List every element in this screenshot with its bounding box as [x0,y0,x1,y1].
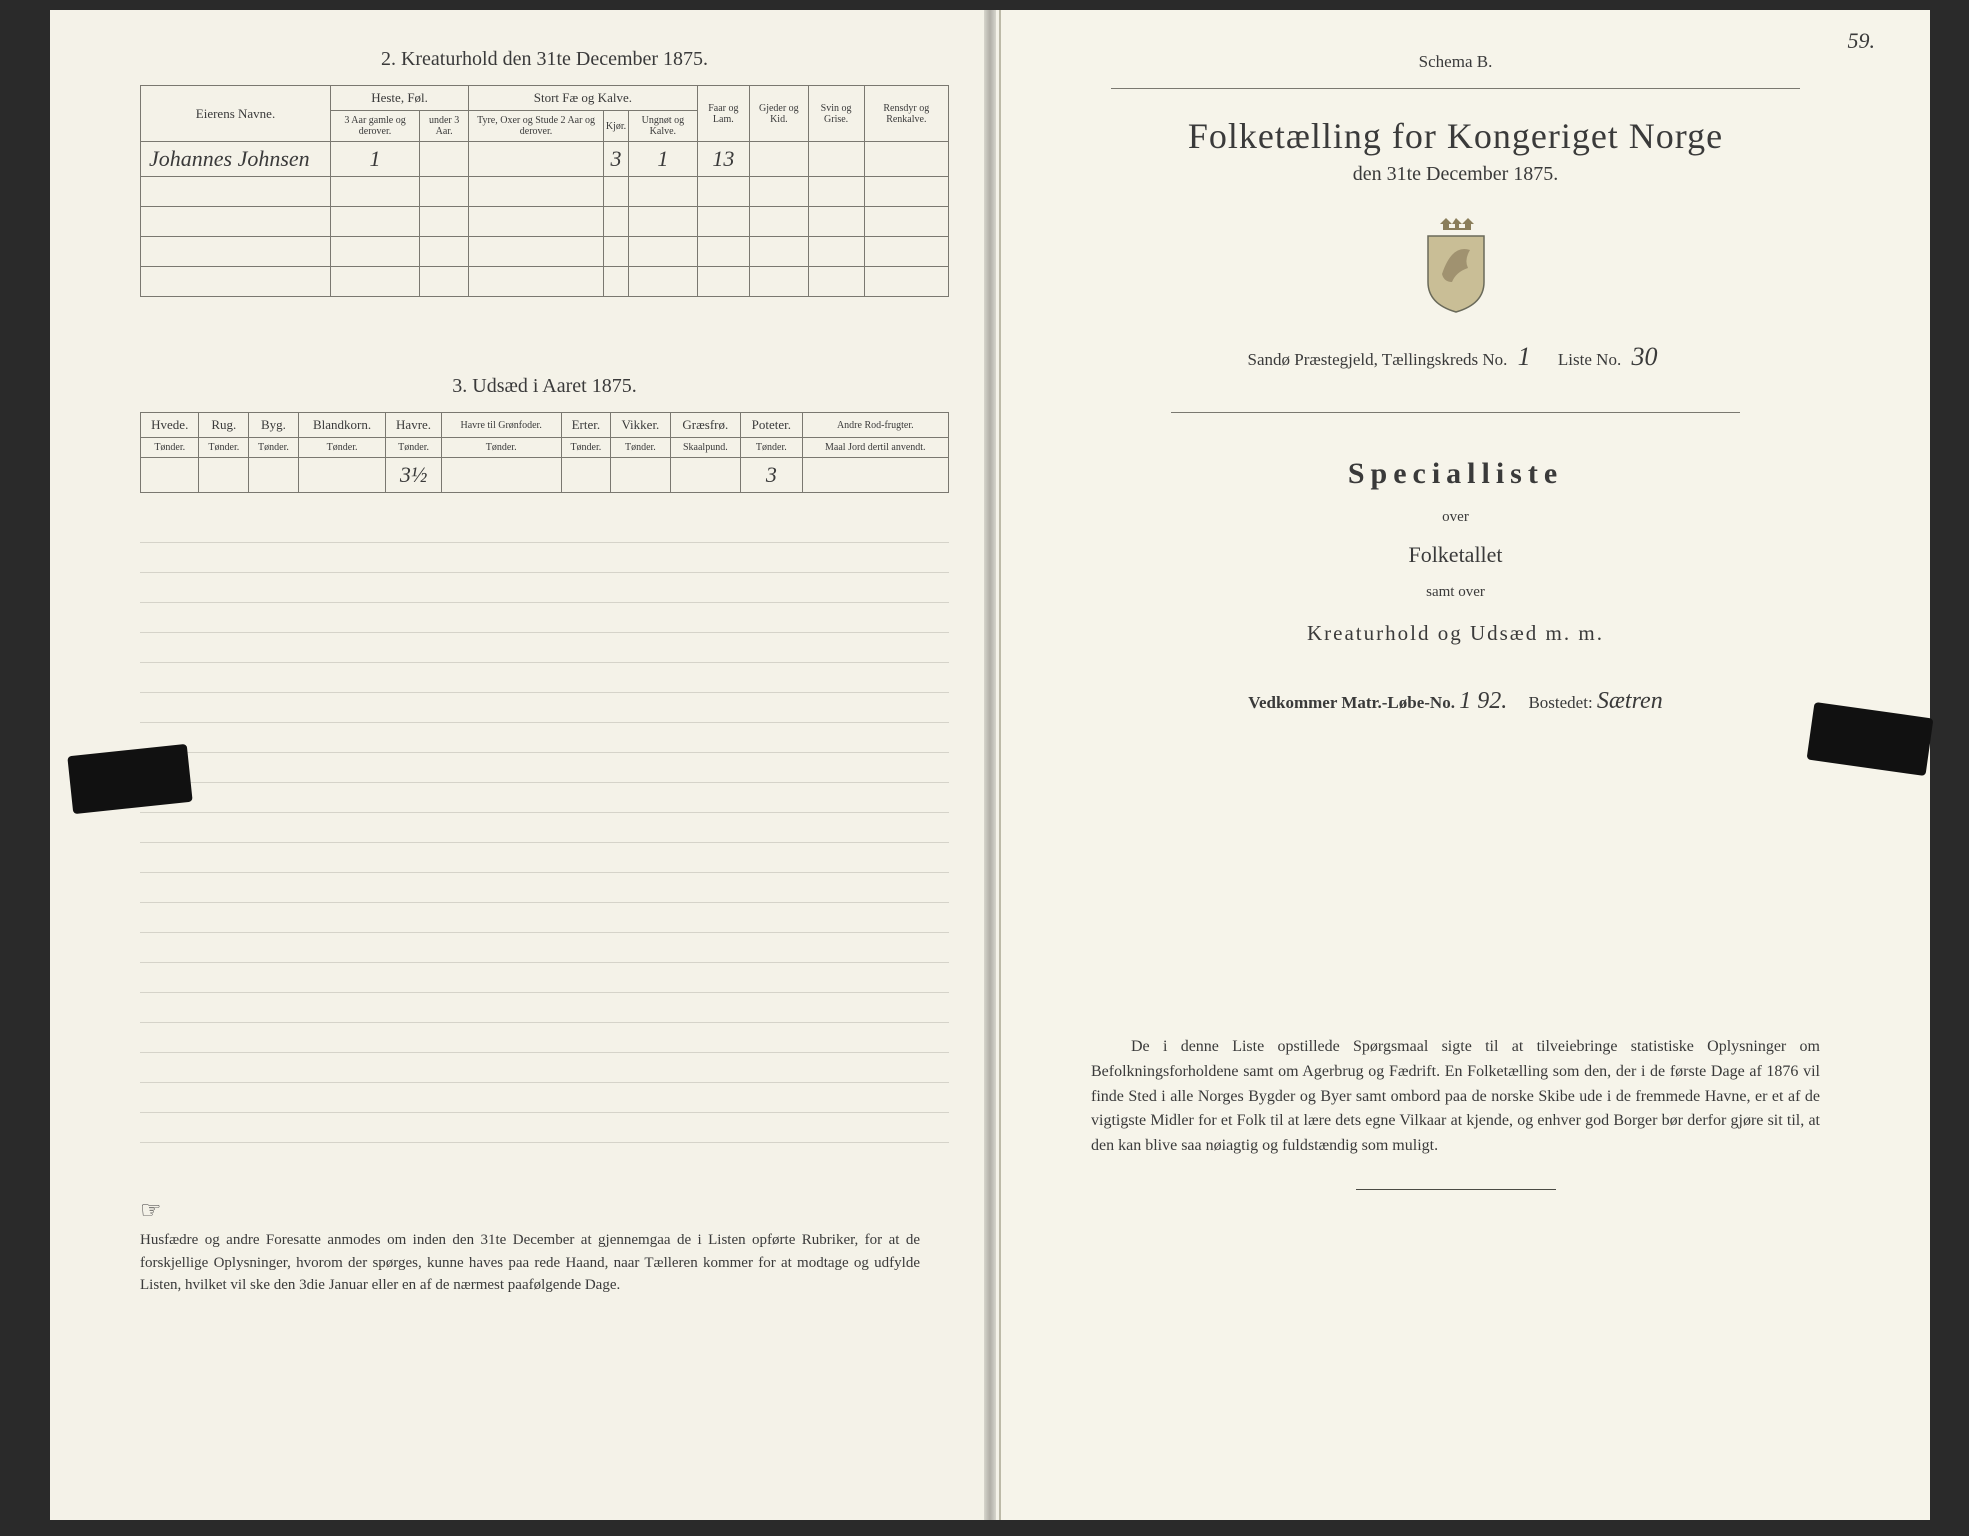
unit-tonder: Tønder. [741,438,802,458]
table-row [141,237,949,267]
col-hvede: Hvede. [141,413,199,438]
folketallet-label: Folketallet [1051,542,1860,568]
spacer [1051,775,1860,1035]
unit-maal: Maal Jord dertil anvendt. [802,438,948,458]
vedk-a: Vedkommer Matr.-Løbe-No. [1248,693,1455,712]
col-horses-group: Heste, Føl. [331,86,469,111]
ruled-blank-area [140,513,949,1153]
pointing-hand-icon: ☞ [140,1193,186,1229]
section-2-title: 2. Kreaturhold den 31te December 1875. [140,48,949,71]
footnote: ☞ Husfædre og andre Foresatte anmodes om… [140,1193,949,1297]
col-rug: Rug. [199,413,249,438]
col-graes: Græsfrø. [670,413,741,438]
section-3-title: 3. Udsæd i Aaret 1875. [140,375,949,398]
page-number: 59. [1848,28,1876,54]
explanatory-paragraph: De i denne Liste opstillede Spørgsmaal s… [1091,1035,1820,1159]
sowing-table: Hvede. Rug. Byg. Blandkorn. Havre. Havre… [140,412,949,493]
table-row [141,267,949,297]
unit-tonder: Tønder. [199,438,249,458]
cell-empty [750,142,808,177]
cell-empty [420,142,469,177]
unit-tonder: Tønder. [386,438,441,458]
table-row: Johannes Johnsen 1 3 1 13 [141,142,949,177]
unit-skaal: Skaalpund. [670,438,741,458]
matr-no: 1 92. [1459,688,1507,714]
table-row: 3½ 3 [141,458,949,493]
bostedet: Sætren [1597,688,1663,714]
liste-label: Liste No. [1558,350,1621,369]
col-vikker: Vikker. [611,413,670,438]
unit-tonder: Tønder. [561,438,611,458]
col-cattle-b: Kjør. [603,111,628,142]
unit-tonder: Tønder. [249,438,299,458]
specialliste-heading: Specialliste [1051,457,1860,491]
vedkommer-line: Vedkommer Matr.-Løbe-No. 1 92. Bostedet:… [1051,688,1860,715]
end-rule [1356,1189,1556,1190]
col-bland: Blandkorn. [298,413,386,438]
cell-sheep: 13 [697,142,750,177]
unit-tonder: Tønder. [141,438,199,458]
kreaturhold-label: Kreaturhold og Udsæd m. m. [1051,621,1860,646]
cell-empty [469,142,604,177]
vedk-b: Bostedet: [1528,693,1592,712]
book-spread: 2. Kreaturhold den 31te December 1875. E… [50,10,1930,1520]
subtitle: den 31te December 1875. [1051,163,1860,186]
samt-label: samt over [1051,584,1860,601]
kreds-number: 1 [1512,342,1537,371]
cell-poteter: 3 [741,458,802,493]
col-cattle-a: Tyre, Oxer og Stude 2 Aar og derover. [469,111,604,142]
col-cattle-c: Ungnøt og Kalve. [629,111,697,142]
col-cattle-group: Stort Fæ og Kalve. [469,86,697,111]
col-havre-g: Havre til Grønfoder. [441,413,561,438]
cell-cattle-b: 3 [603,142,628,177]
right-page: 59. Schema B. Folketælling for Kongerige… [1001,10,1930,1520]
cell-empty [808,142,864,177]
unit-tonder: Tønder. [611,438,670,458]
schema-label: Schema B. [1051,52,1860,72]
book-gutter [984,10,996,1520]
col-byg: Byg. [249,413,299,438]
col-horses-b: under 3 Aar. [420,111,469,142]
parish-meta: Sandø Præstegjeld, Tællingskreds No. 1 L… [1051,342,1860,372]
footnote-text: Husfædre og andre Foresatte anmodes om i… [140,1229,920,1297]
col-swine: Svin og Grise. [808,86,864,142]
col-havre: Havre. [386,413,441,438]
col-reindeer: Rensdyr og Renkalve. [864,86,948,142]
liste-number: 30 [1625,342,1663,371]
cell-owner: Johannes Johnsen [141,142,331,177]
unit-tonder: Tønder. [298,438,386,458]
cell-havre: 3½ [386,458,441,493]
coat-of-arms-icon [1414,214,1498,314]
livestock-table: Eierens Navne. Heste, Føl. Stort Fæ og K… [140,85,949,297]
col-goats: Gjeder og Kid. [750,86,808,142]
table-row [141,207,949,237]
cell-cattle-c: 1 [629,142,697,177]
main-title: Folketælling for Kongeriget Norge [1051,115,1860,157]
rule [1171,412,1740,413]
col-poteter: Poteter. [741,413,802,438]
col-horses-a: 3 Aar gamle og derover. [331,111,420,142]
over-label: over [1051,509,1860,526]
table-row [141,177,949,207]
left-page: 2. Kreaturhold den 31te December 1875. E… [50,10,1001,1520]
unit-tonder: Tønder. [441,438,561,458]
parish-prefix: Sandø Præstegjeld, Tællingskreds No. [1248,350,1508,369]
col-sheep: Faar og Lam. [697,86,750,142]
rule [1111,88,1800,89]
col-andre: Andre Rod-frugter. [802,413,948,438]
cell-horses-a: 1 [331,142,420,177]
cell-empty [864,142,948,177]
col-erter: Erter. [561,413,611,438]
col-owner: Eierens Navne. [141,86,331,142]
